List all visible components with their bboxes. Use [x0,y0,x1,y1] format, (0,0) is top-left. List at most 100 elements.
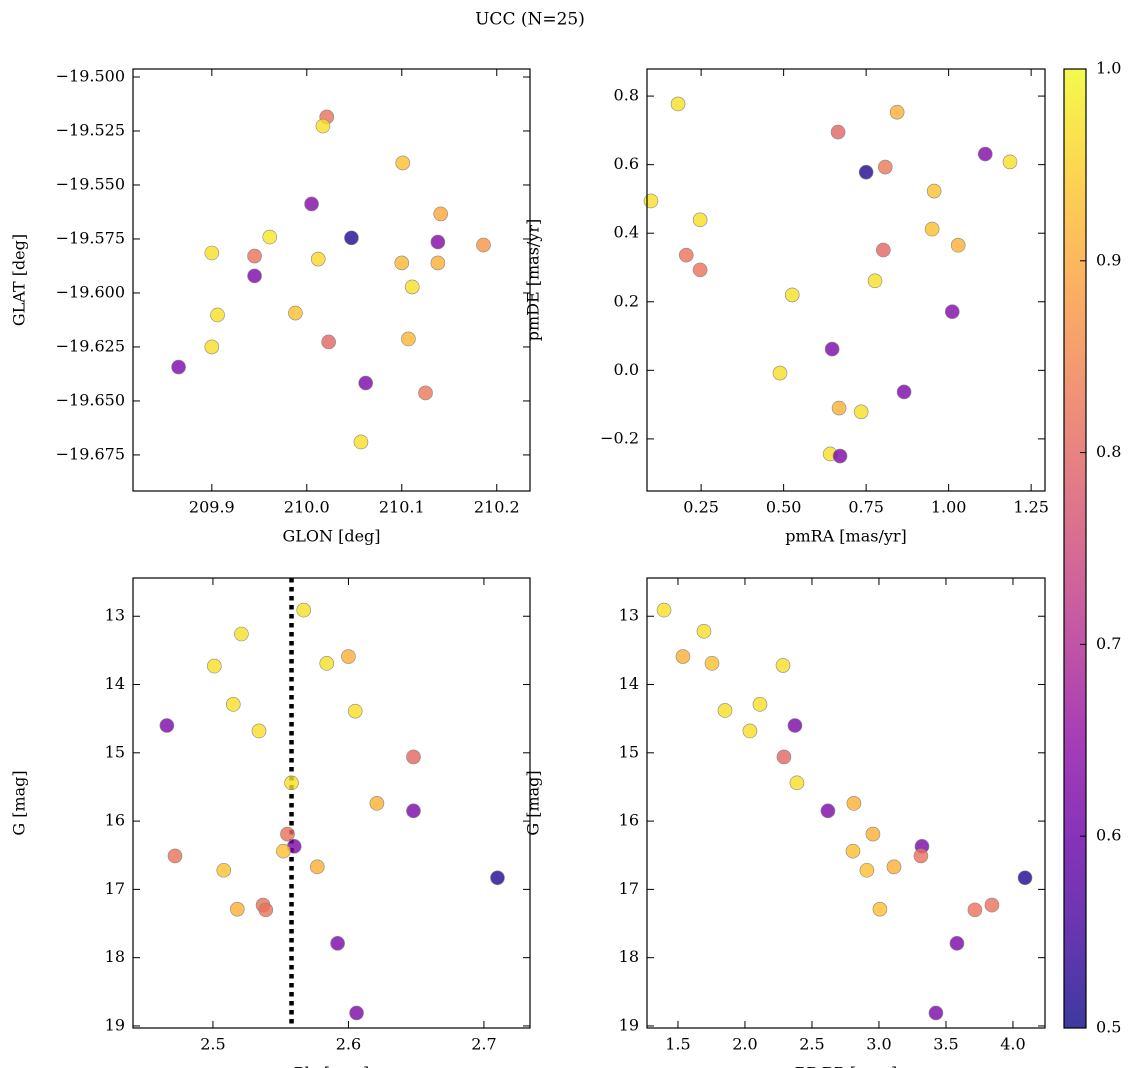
x-tick-label: 1.00 [931,498,967,517]
scatter-point [344,230,359,246]
scatter-point [877,159,893,175]
y-tick-label: −19.675 [56,444,125,463]
x-tick-label: 0.75 [848,498,884,517]
y-tick-label: 13 [619,606,639,625]
scatter-point [944,304,960,320]
y-tick-label: 19 [619,1015,639,1034]
scatter-point [216,862,232,878]
y-axis-label: GLAT [deg] [10,234,29,326]
scatter-point [670,96,686,112]
scatter-point [394,255,410,271]
scatter-point [418,385,433,401]
scatter-point [247,268,262,284]
scatter-point [315,118,331,134]
scatter-point [913,848,929,864]
scatter-point [926,183,942,199]
scatter-point [210,307,225,323]
scatter-point [717,703,733,718]
y-tick-label: −19.500 [56,66,125,85]
colorbar-tick-label: 0.6 [1096,826,1121,845]
y-tick-label: 16 [619,811,639,830]
scatter-point [310,251,326,267]
scatter-point [824,341,840,357]
scatter-point [977,146,993,162]
colorbar-tick-label: 0.7 [1096,634,1121,653]
scatter-point [159,718,175,733]
x-tick-label: 210.2 [474,498,520,517]
scatter-point [772,365,788,381]
scatter-point [775,658,791,673]
y-tick-label: 0.0 [614,360,639,379]
y-tick-label: 0.2 [614,291,639,310]
y-tick-label: 18 [619,947,639,966]
colorbar-tick-label: 0.8 [1096,442,1121,461]
scatter-point [353,434,369,450]
colorbar-tick-label: 1.0 [1096,59,1121,78]
scatter-point [433,206,449,222]
scatter-point [247,248,262,264]
x-axis-label: Plx [mas] [294,1064,369,1068]
y-tick-label: 18 [105,947,125,966]
scatter-point [358,375,373,391]
scatter-point [406,749,421,765]
scatter-point [430,255,446,271]
scatter-point [889,104,905,120]
y-tick-label: 15 [105,742,125,761]
axes-frame [132,68,531,492]
x-tick-label: 209.9 [189,498,235,517]
x-tick-label: 210.1 [379,498,425,517]
scatter-point [171,359,186,375]
scatter-point [752,697,768,712]
x-tick-label: 2.5 [799,1035,824,1054]
scatter-point [204,245,220,261]
scatter-point [984,897,1000,913]
scatter-point [742,723,758,739]
scatter-point [288,305,303,321]
scatter-point [692,212,708,228]
scatter-point [284,775,299,791]
axes-frame [132,577,531,1029]
x-tick-label: 2.5 [200,1035,225,1054]
x-tick-label: 3.5 [933,1035,958,1054]
scatter-point [251,723,267,739]
y-tick-label: −19.525 [56,120,125,139]
y-tick-label: 13 [105,606,125,625]
y-tick-label: 0.8 [614,86,639,105]
scatter-point [1002,154,1018,170]
colorbar-tick-label: 0.9 [1096,250,1121,269]
x-tick-label: 210.0 [284,498,330,517]
scatter-point [789,775,805,791]
scatter-point [406,803,421,819]
scatter-point [776,749,792,765]
x-tick-label: 4.0 [1000,1035,1025,1054]
x-tick-label: 0.25 [683,498,719,517]
scatter-point [830,124,846,140]
scatter-point [280,826,295,842]
scatter-point [875,242,891,258]
scatter-point [206,658,222,674]
scatter-point [234,626,249,642]
x-axis-label: GLON [deg] [282,527,380,546]
y-tick-label: −19.550 [56,174,125,193]
x-tick-label: 0.50 [766,498,802,517]
scatter-point [276,843,291,859]
scatter-point [204,339,220,355]
scatter-point [924,221,940,237]
scatter-point [341,649,356,664]
figure-title: UCC (N=25) [475,10,585,30]
scatter-point [896,384,912,400]
y-tick-label: 17 [105,879,125,898]
scatter-point [476,237,491,253]
scatter-point [967,902,983,918]
scatter-point [784,287,800,303]
y-tick-label: 16 [105,811,125,830]
scatter-point [656,602,672,618]
y-tick-label: −19.600 [56,282,125,301]
scatter-point [867,273,883,289]
y-tick-label: 14 [105,674,125,693]
axes-frame [646,577,1046,1029]
x-tick-label: 1.25 [1013,498,1049,517]
scatter-point [865,826,881,842]
scatter-point [675,649,691,664]
